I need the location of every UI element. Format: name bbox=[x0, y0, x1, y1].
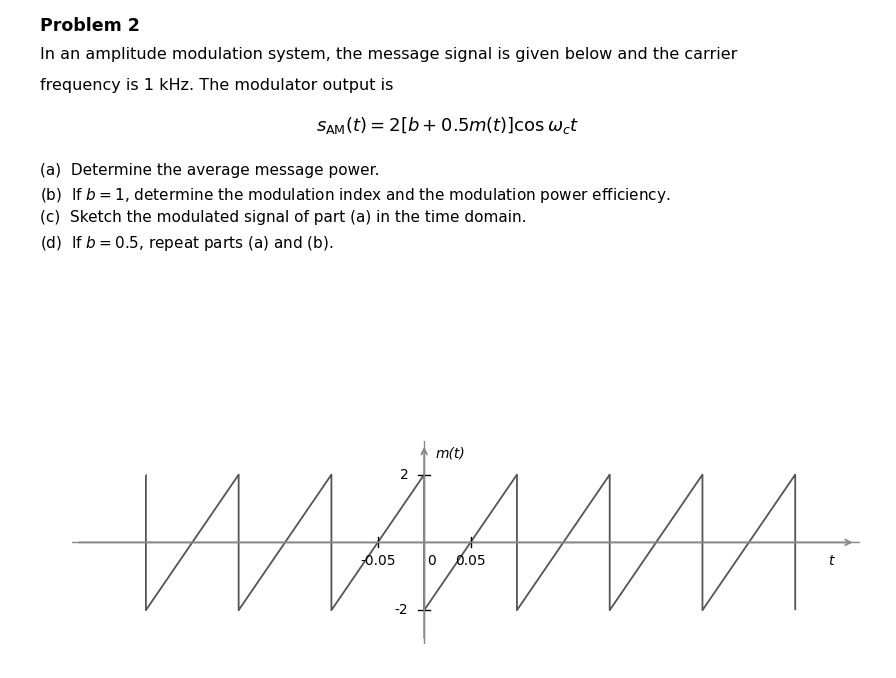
Text: $s_{\mathrm{AM}}(t) = 2[b + 0.5m(t)]\cos \omega_c t$: $s_{\mathrm{AM}}(t) = 2[b + 0.5m(t)]\cos… bbox=[316, 115, 580, 136]
Text: $t$: $t$ bbox=[829, 553, 836, 567]
Text: -0.05: -0.05 bbox=[360, 553, 395, 567]
Text: (b)  If $b = 1$, determine the modulation index and the modulation power efficie: (b) If $b = 1$, determine the modulation… bbox=[40, 186, 671, 205]
Text: Problem 2: Problem 2 bbox=[40, 17, 140, 35]
Text: 0: 0 bbox=[427, 553, 435, 567]
Text: (c)  Sketch the modulated signal of part (a) in the time domain.: (c) Sketch the modulated signal of part … bbox=[40, 210, 527, 225]
Text: 2: 2 bbox=[400, 468, 409, 481]
Text: In an amplitude modulation system, the message signal is given below and the car: In an amplitude modulation system, the m… bbox=[40, 47, 737, 62]
Text: (d)  If $b = 0.5$, repeat parts (a) and (b).: (d) If $b = 0.5$, repeat parts (a) and (… bbox=[40, 234, 334, 253]
Text: 0.05: 0.05 bbox=[455, 553, 486, 567]
Text: frequency is 1 kHz. The modulator output is: frequency is 1 kHz. The modulator output… bbox=[40, 78, 393, 93]
Text: (a)  Determine the average message power.: (a) Determine the average message power. bbox=[40, 163, 380, 178]
Text: -2: -2 bbox=[395, 603, 409, 617]
Text: m(t): m(t) bbox=[435, 447, 465, 461]
